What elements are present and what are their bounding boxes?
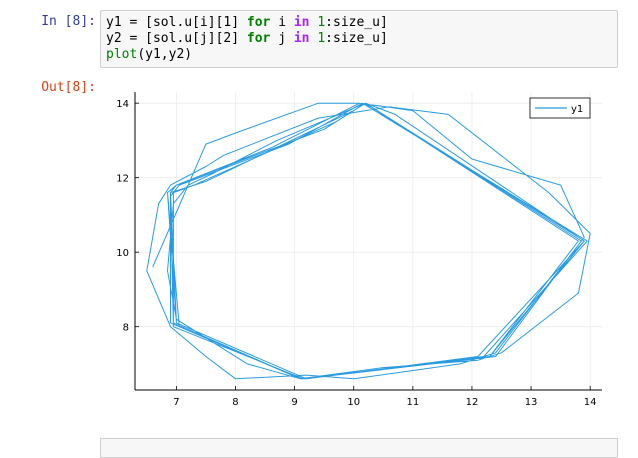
plot-series [146,102,591,380]
code-args: (y1,y2) [137,47,193,62]
output-prompt: Out[8]: [41,80,96,95]
x-tick-label: 8 [232,397,238,408]
y-tick-label: 10 [116,248,129,259]
code-number: 1 [317,15,326,30]
x-tick-label: 11 [406,397,419,408]
code-keyword-in: in [293,15,310,30]
code-function: plot [106,47,138,62]
y-tick-label: 14 [116,99,129,110]
series-line-y1 [146,102,591,380]
code-line-3: plot(y1,y2) [106,47,612,63]
y-tick-label: 12 [116,174,129,185]
code-number: 1 [317,31,326,46]
plot-legend: y1 [529,97,591,119]
code-keyword-in: in [293,31,310,46]
code-iter: i [270,15,294,30]
code-line-2: y2 = [sol.u[j][2] for j in 1:size_u] [106,31,612,47]
x-tick-label: 7 [173,397,179,408]
input-prompt: In [8]: [41,14,96,29]
code-expr: [sol.u[j][2] [145,31,247,46]
x-tick-label: 13 [525,397,538,408]
code-keyword-for: for [246,15,271,30]
x-tick-label: 10 [347,397,360,408]
code-line-1: y1 = [sol.u[i][1] for i in 1:size_u] [106,15,612,31]
plot-axes [134,92,602,391]
code-var: y1 [106,15,122,30]
tick-labels: 7 8 9 10 11 12 13 14 8 10 12 14 [116,99,596,408]
x-tick-label: 12 [466,397,479,408]
code-var: y2 [106,31,122,46]
code-range-tail: :size_u] [325,31,388,46]
code-assign: = [121,31,146,46]
code-range-tail: :size_u] [325,15,388,30]
code-assign: = [121,15,146,30]
plot-output: 7 8 9 10 11 12 13 14 8 10 12 14 y1 [116,92,602,408]
next-cell-input[interactable] [100,438,618,458]
code-input-area[interactable]: y1 = [sol.u[i][1] for i in 1:size_u] y2 … [100,10,618,68]
y-tick-label: 8 [123,323,129,334]
legend-label: y1 [571,104,583,115]
x-tick-label: 9 [291,397,297,408]
code-iter: j [270,31,294,46]
grid-lines [135,92,602,390]
code-keyword-for: for [246,31,271,46]
x-tick-label: 14 [584,397,597,408]
code-expr: [sol.u[i][1] [145,15,247,30]
